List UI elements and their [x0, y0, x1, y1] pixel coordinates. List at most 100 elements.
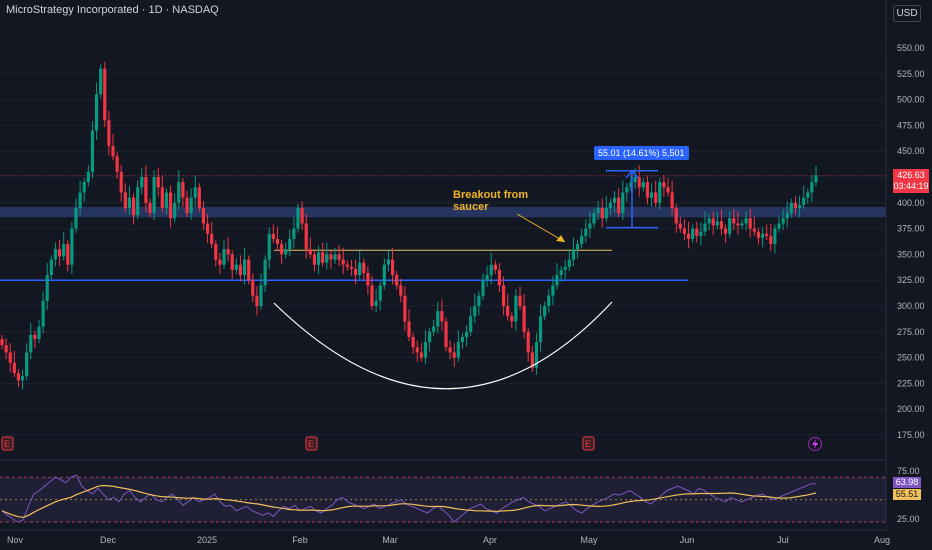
- x-tick-label: Nov: [7, 535, 24, 545]
- candle-body: [382, 264, 386, 286]
- y-tick-label: 200.00: [897, 404, 925, 414]
- y-tick-label: 475.00: [897, 120, 925, 130]
- earnings-badge: [1, 436, 14, 451]
- candle-body: [181, 182, 185, 198]
- candle-body: [814, 175, 818, 183]
- candle-body: [82, 182, 86, 193]
- currency-button[interactable]: USD: [893, 5, 921, 22]
- candle-body: [33, 334, 37, 340]
- candle-body: [649, 192, 654, 198]
- candle-body: [255, 295, 259, 306]
- candle-body: [107, 120, 111, 147]
- candle-body: [111, 146, 115, 157]
- candle-body: [123, 192, 127, 208]
- x-tick-label: Feb: [292, 535, 308, 545]
- candle-body: [444, 321, 448, 348]
- candle-body: [571, 249, 576, 260]
- candle-body: [362, 262, 366, 273]
- y-tick-label: 350.00: [897, 249, 925, 259]
- candle-body: [419, 352, 423, 358]
- earnings-marker-icon: E: [582, 436, 595, 451]
- candle-body: [226, 249, 230, 255]
- candle-body: [103, 68, 107, 121]
- candle-body: [802, 197, 806, 205]
- candle-body: [481, 280, 485, 296]
- candle-body: [304, 223, 308, 250]
- candle-body: [608, 202, 613, 208]
- candle-body: [493, 264, 497, 270]
- candle-body: [691, 228, 695, 239]
- chart-title: MicroStrategy Incorporated · 1D · NASDAQ: [6, 4, 219, 16]
- candle-body: [530, 352, 534, 368]
- earnings-letter: E: [308, 439, 314, 449]
- candle-body: [115, 156, 119, 172]
- candle-body: [271, 233, 275, 239]
- earnings-marker-icon: E: [305, 436, 318, 451]
- candle-body: [341, 259, 345, 265]
- candle-body: [596, 207, 600, 214]
- candle-body: [415, 347, 419, 353]
- candle-body: [485, 275, 489, 281]
- candle-body: [329, 254, 333, 260]
- candle-body: [160, 187, 164, 208]
- x-tick-label: Jun: [680, 535, 695, 545]
- x-tick-label: 2025: [197, 535, 217, 545]
- candle-body: [53, 249, 58, 260]
- candle-body: [674, 207, 678, 224]
- candle-body: [168, 192, 173, 219]
- measure-label: 55.01 (14.61%) 5,501: [594, 146, 689, 160]
- candle-body: [353, 268, 358, 276]
- candle-body: [559, 269, 563, 276]
- candle-body: [773, 228, 777, 245]
- candle-body: [29, 334, 33, 353]
- candle-body: [621, 192, 625, 214]
- candle-body: [740, 223, 744, 226]
- candle-body: [349, 266, 354, 269]
- candle-body: [719, 221, 724, 229]
- candle-body: [395, 275, 399, 286]
- candle-body: [534, 342, 539, 368]
- candle-body: [279, 244, 284, 255]
- candle-body: [736, 223, 740, 226]
- candle-body: [575, 244, 580, 250]
- candle-body: [654, 192, 658, 203]
- resistance-zone: [0, 206, 886, 218]
- rsi-line: [1, 474, 816, 523]
- y-tick-label: 325.00: [897, 275, 925, 285]
- candle-body: [514, 295, 518, 322]
- lightning-ring: [808, 437, 822, 451]
- candle-body: [477, 295, 481, 306]
- candle-body: [90, 130, 95, 172]
- candle-body: [522, 306, 526, 332]
- candle-body: [156, 177, 160, 188]
- candle-body: [810, 182, 814, 193]
- candle-body: [432, 326, 436, 332]
- candle-body: [407, 321, 411, 337]
- candle-body: [259, 285, 263, 306]
- candle-body: [12, 362, 16, 374]
- candle-body: [592, 213, 596, 224]
- breakout-arrowhead: [556, 235, 565, 242]
- candle-body: [633, 177, 637, 183]
- last-price-tag: 426.63 03:44:19: [893, 169, 929, 193]
- candle-body: [214, 244, 218, 260]
- candle-body: [686, 233, 691, 239]
- candle-body: [70, 228, 74, 265]
- candle-body: [267, 233, 271, 260]
- candle-body: [695, 228, 699, 236]
- candle-body: [629, 182, 633, 188]
- candle-body: [358, 262, 362, 276]
- horizontal-levels: [0, 175, 886, 281]
- candle-body: [41, 300, 45, 327]
- candles: [0, 61, 818, 390]
- candle-body: [506, 306, 510, 317]
- x-tick-label: Mar: [382, 535, 398, 545]
- candle-body: [538, 316, 543, 343]
- candle-body: [403, 295, 407, 322]
- candle-body: [136, 187, 140, 216]
- candle-body: [288, 238, 292, 250]
- candle-body: [600, 207, 604, 219]
- x-tick-label: May: [580, 535, 598, 545]
- candle-body: [386, 259, 391, 265]
